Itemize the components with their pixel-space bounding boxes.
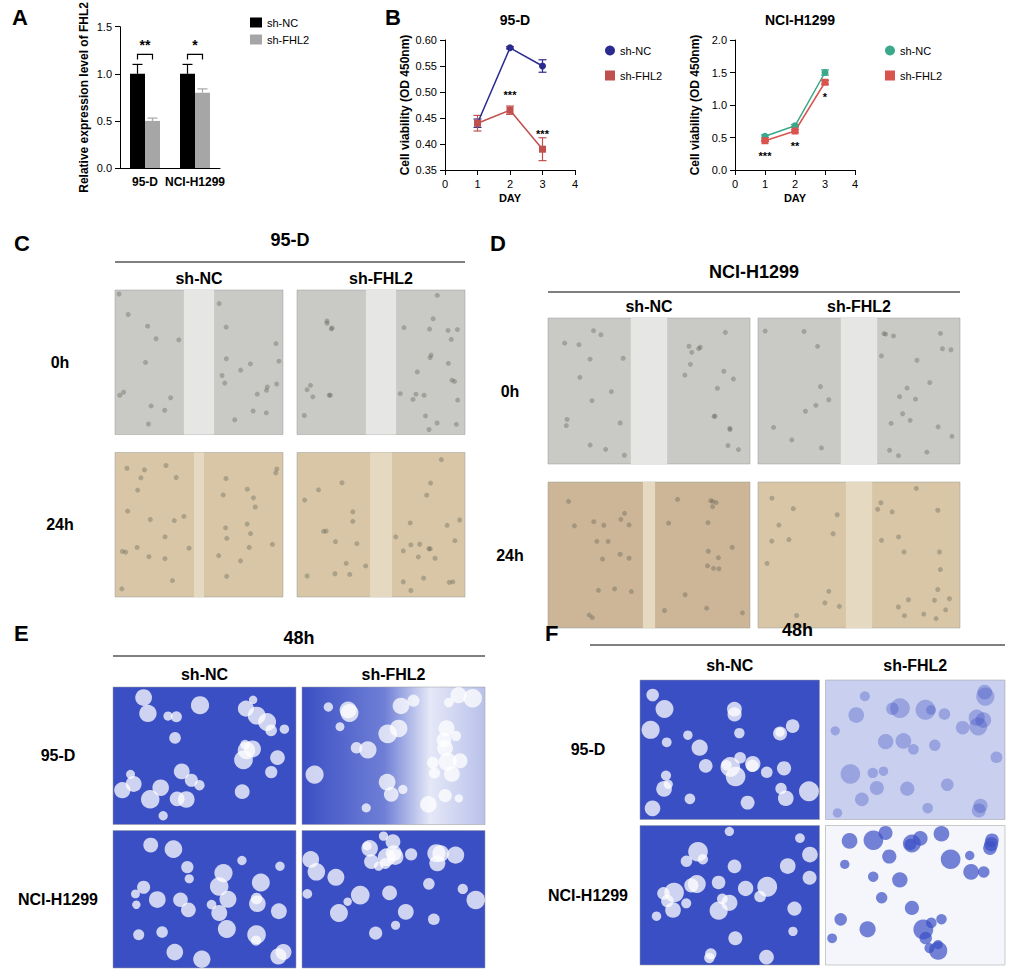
svg-text:F: F xyxy=(545,621,558,646)
svg-text:1: 1 xyxy=(474,178,480,190)
svg-text:sh-FHL2: sh-FHL2 xyxy=(883,657,947,674)
svg-text:sh-FHL2: sh-FHL2 xyxy=(349,270,413,287)
svg-text:0: 0 xyxy=(442,178,448,190)
svg-text:95-D: 95-D xyxy=(132,175,158,189)
svg-text:*: * xyxy=(192,37,198,53)
svg-text:1.0: 1.0 xyxy=(712,99,727,111)
svg-text:0.0: 0.0 xyxy=(712,164,727,176)
svg-text:D: D xyxy=(490,231,506,256)
svg-text:C: C xyxy=(14,231,30,256)
svg-text:1: 1 xyxy=(762,178,768,190)
svg-text:sh-NC: sh-NC xyxy=(267,17,298,29)
svg-text:sh-FHL2: sh-FHL2 xyxy=(827,298,891,315)
svg-text:48h: 48h xyxy=(782,620,813,640)
svg-text:sh-NC: sh-NC xyxy=(625,298,673,315)
svg-text:sh-NC: sh-NC xyxy=(900,45,931,57)
svg-text:Cell viability (OD 450nm): Cell viability (OD 450nm) xyxy=(398,35,412,176)
svg-text:4: 4 xyxy=(852,178,858,190)
svg-text:NCI-H1299: NCI-H1299 xyxy=(765,12,835,28)
svg-text:4: 4 xyxy=(572,178,578,190)
svg-text:sh-NC: sh-NC xyxy=(706,657,754,674)
svg-text:***: *** xyxy=(504,89,518,101)
svg-text:0.45: 0.45 xyxy=(416,112,437,124)
svg-text:0.35: 0.35 xyxy=(416,164,437,176)
svg-text:NCI-H1299: NCI-H1299 xyxy=(548,887,628,904)
svg-text:24h: 24h xyxy=(496,547,524,564)
svg-text:0.60: 0.60 xyxy=(416,34,437,46)
svg-text:**: ** xyxy=(140,37,151,53)
svg-text:sh-NC: sh-NC xyxy=(181,666,229,683)
svg-text:1.5: 1.5 xyxy=(97,21,112,33)
svg-text:0.50: 0.50 xyxy=(416,86,437,98)
svg-text:95-D: 95-D xyxy=(41,747,76,764)
svg-text:3: 3 xyxy=(539,178,545,190)
svg-text:24h: 24h xyxy=(46,516,74,533)
svg-text:sh-FHL2: sh-FHL2 xyxy=(900,70,942,82)
svg-text:NCI-H1299: NCI-H1299 xyxy=(709,262,799,282)
svg-text:0.5: 0.5 xyxy=(712,132,727,144)
svg-text:0: 0 xyxy=(732,178,738,190)
svg-text:0.55: 0.55 xyxy=(416,60,437,72)
svg-text:2.0: 2.0 xyxy=(712,34,727,46)
svg-text:95-D: 95-D xyxy=(270,230,309,250)
svg-text:NCI-H1299: NCI-H1299 xyxy=(165,175,225,189)
svg-text:1.5: 1.5 xyxy=(712,67,727,79)
svg-text:***: *** xyxy=(536,128,550,140)
svg-text:0.5: 0.5 xyxy=(97,115,112,127)
svg-text:Relative expression level of F: Relative expression level of FHL2 xyxy=(77,2,91,193)
svg-text:1.0: 1.0 xyxy=(97,68,112,80)
svg-text:0.0: 0.0 xyxy=(97,162,112,174)
svg-text:**: ** xyxy=(791,140,800,152)
svg-text:0h: 0h xyxy=(51,354,70,371)
svg-text:2: 2 xyxy=(792,178,798,190)
svg-text:2: 2 xyxy=(507,178,513,190)
svg-text:A: A xyxy=(12,5,28,30)
svg-text:DAY: DAY xyxy=(784,192,807,204)
svg-text:DAY: DAY xyxy=(499,192,522,204)
svg-text:0.40: 0.40 xyxy=(416,138,437,150)
svg-text:3: 3 xyxy=(822,178,828,190)
svg-text:95-D: 95-D xyxy=(571,741,606,758)
svg-text:sh-NC: sh-NC xyxy=(175,270,223,287)
svg-text:B: B xyxy=(385,5,401,30)
svg-text:0h: 0h xyxy=(501,383,520,400)
svg-text:sh-FHL2: sh-FHL2 xyxy=(362,666,426,683)
svg-text:95-D: 95-D xyxy=(500,12,530,28)
svg-text:48h: 48h xyxy=(283,628,314,648)
svg-text:***: *** xyxy=(759,150,773,162)
svg-text:sh-NC: sh-NC xyxy=(620,45,651,57)
svg-text:sh-FHL2: sh-FHL2 xyxy=(267,34,309,46)
svg-text:Cell viability (OD 450nm): Cell viability (OD 450nm) xyxy=(688,35,702,176)
svg-text:sh-FHL2: sh-FHL2 xyxy=(620,70,662,82)
svg-text:E: E xyxy=(14,621,29,646)
svg-text:*: * xyxy=(823,91,828,103)
svg-text:NCI-H1299: NCI-H1299 xyxy=(18,891,98,908)
